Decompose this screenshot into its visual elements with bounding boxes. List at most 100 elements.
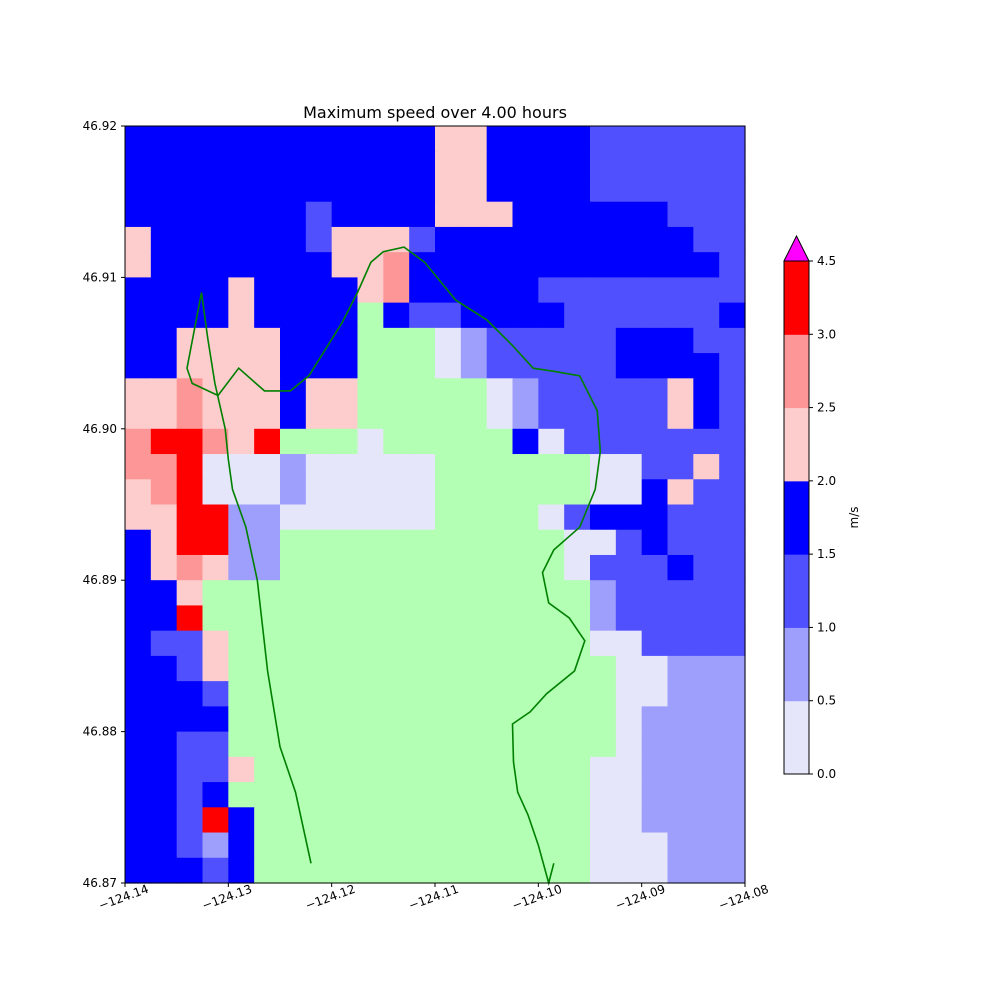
heatmap-cell [254,782,281,808]
heatmap-cell [538,403,565,430]
heatmap-cell [280,832,307,859]
heatmap-cell [615,756,643,783]
heatmap-cell [564,807,591,834]
heatmap-cell [693,529,720,556]
heatmap-cell [305,605,333,632]
heatmap-cell [590,706,617,733]
heatmap-cell [615,327,643,354]
heatmap-cell [331,554,359,581]
heatmap-cell [460,403,488,430]
heatmap-cell [590,554,617,581]
heatmap-cell [693,832,720,859]
heatmap-cell [564,756,591,783]
heatmap-cell [280,302,307,329]
heatmap-cell [512,605,539,632]
heatmap-cell [254,554,281,581]
heatmap-cell [357,378,384,405]
heatmap-cell [202,756,229,783]
heatmap-cell [538,151,565,178]
heatmap-cell [125,252,152,278]
heatmap-cell [460,782,488,808]
heatmap-cell [305,782,333,808]
heatmap-cell [641,327,669,354]
y-tick-label: 46.90 [83,422,117,436]
heatmap-cell [486,756,514,783]
x-tick-label: −124.13 [200,882,254,913]
heatmap-cell [512,126,539,152]
heatmap-cell [228,378,255,405]
heatmap-cell [719,580,746,607]
heatmap-cell [667,756,694,783]
heatmap-cell [667,529,694,556]
heatmap-cell [512,302,539,329]
heatmap-cell [486,403,514,430]
heatmap-cell [280,630,307,657]
heatmap-cell [538,353,565,379]
heatmap-cell [254,252,281,278]
colorbar-segment [784,261,809,335]
heatmap-cell [538,201,565,228]
heatmap-cell [667,327,694,354]
heatmap-cell [383,655,410,682]
heatmap-cell [150,454,178,480]
heatmap-cell [590,756,617,783]
heatmap-cell [202,252,229,278]
heatmap-cell [512,252,539,278]
heatmap-cell [125,630,152,657]
heatmap-cell [564,857,591,884]
heatmap-cell [641,857,669,884]
heatmap-cell [667,126,694,152]
heatmap-cell [357,151,384,178]
heatmap-cell [254,302,281,329]
heatmap-cell [590,428,617,455]
heatmap-cell [564,681,591,707]
heatmap-cell [125,605,152,632]
heatmap-cell [331,857,359,884]
heatmap-cell [590,252,617,278]
heatmap-cell [486,126,514,152]
heatmap-cell [383,302,410,329]
heatmap-cell [693,226,720,253]
heatmap-cell [357,504,384,531]
colorbar-segment [784,700,809,775]
heatmap-cell [693,630,720,657]
heatmap-cell [254,454,281,480]
heatmap-cell [305,151,333,178]
heatmap-cell [202,428,229,455]
heatmap-cell [615,782,643,808]
heatmap-cell [564,378,591,405]
heatmap-cell [125,782,152,808]
heatmap-cell [693,378,720,405]
heatmap-cell [590,731,617,758]
heatmap-cell [590,403,617,430]
heatmap-cell [409,327,436,354]
heatmap-cell [486,529,514,556]
heatmap-cell [202,201,229,228]
heatmap-cell [590,126,617,152]
heatmap-cell [254,630,281,657]
colorbar: 0.0 0.5 1.0 1.5 2.0 2.5 3.0 4.5 m/s [783,234,861,781]
heatmap-cell [641,151,669,178]
heatmap-cell [280,277,307,304]
heatmap-cell [564,428,591,455]
colorbar-segment [784,480,809,555]
heatmap-cell [357,681,384,707]
heatmap-cell [615,479,643,506]
x-tick-label: −124.09 [613,882,667,913]
heatmap-cell [383,201,410,228]
heatmap-cell [564,454,591,480]
heatmap-cell [254,176,281,203]
colorbar-frame [783,260,810,775]
heatmap-cell [460,706,488,733]
heatmap-cell [150,277,178,304]
heatmap-cell [357,176,384,203]
heatmap-cell [383,403,410,430]
heatmap-cell [409,277,436,304]
heatmap-cell [202,630,229,657]
heatmap-cell [512,454,539,480]
heatmap-cell [590,302,617,329]
heatmap-cell [538,479,565,506]
heatmap-cell [357,580,384,607]
heatmap-cell [719,756,746,783]
heatmap-cell [383,529,410,556]
